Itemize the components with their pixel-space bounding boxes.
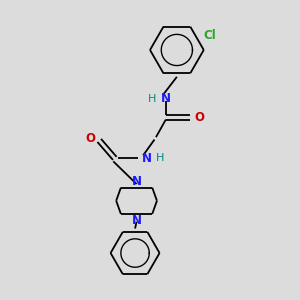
Text: N: N [132, 214, 142, 227]
Text: Cl: Cl [204, 28, 217, 41]
Text: H: H [148, 94, 156, 103]
Text: N: N [161, 92, 171, 105]
Text: O: O [86, 132, 96, 145]
Text: H: H [156, 153, 164, 164]
Text: N: N [142, 152, 152, 165]
Text: O: O [195, 111, 205, 124]
Text: N: N [132, 175, 142, 188]
